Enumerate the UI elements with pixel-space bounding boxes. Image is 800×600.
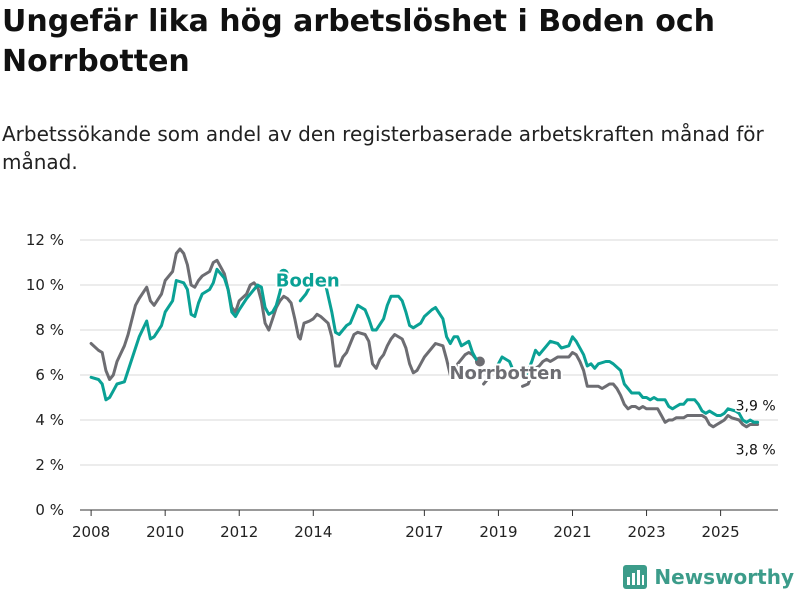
label-layer: Boden Norrbotten 3,9 % 3,8 % (274, 269, 777, 461)
norrbotten-series-line (89, 247, 482, 381)
boden-end-dot (278, 268, 289, 279)
boden-series-line (324, 285, 478, 361)
x-tick-label: 2025 (702, 523, 740, 540)
chart-subtitle: Arbetssökande som andel av den registerb… (2, 122, 764, 174)
y-tick-label: 4 % (35, 411, 64, 429)
axis-layer: 0 % 2 % 4 % 6 % 8 % 10 % 12 % 2008 2010 2012 2014 2… (26, 231, 740, 540)
newsworthy-logo-icon (623, 565, 648, 589)
grid-layer (80, 239, 778, 511)
line-chart: 0 % 2 % 4 % 6 % 8 % 10 % 12 % 2008 2010 2012 2014 2… (26, 231, 778, 540)
brand-name: Newsworthy (654, 565, 794, 589)
y-tick-label: 8 % (35, 321, 64, 339)
y-tick-label: 12 % (26, 231, 64, 249)
norrbotten-series-line (521, 351, 760, 429)
boden-series-line (491, 355, 515, 372)
boden-end-value-label: 3,9 % (736, 398, 776, 414)
x-tick-label: 2012 (220, 523, 258, 540)
norrbotten-end-value-label: 3,8 % (736, 443, 776, 459)
norrbotten-series-label: Norrbotten (449, 363, 562, 384)
y-tick-label: 6 % (35, 366, 64, 384)
y-tick-label: 0 % (35, 501, 64, 519)
x-tick-label: 2014 (294, 523, 332, 540)
x-tick-label: 2021 (553, 523, 591, 540)
boden-series-label: Boden (276, 271, 340, 292)
y-tick-label: 10 % (26, 276, 64, 294)
boden-series-line (524, 335, 760, 424)
norrbotten-series-line (482, 375, 491, 386)
x-tick-label: 2019 (479, 523, 517, 540)
x-tick-label: 2023 (627, 523, 665, 540)
boden-series-line (89, 267, 286, 402)
chart-title: Ungefär lika hög arbetslöshet i Boden oc… (2, 4, 716, 79)
x-tick-label: 2010 (146, 523, 184, 540)
series-layer (89, 247, 760, 429)
x-tick-label: 2017 (405, 523, 443, 540)
x-tick-label: 2008 (72, 523, 110, 540)
boden-series-line (298, 285, 312, 303)
brand-footer[interactable]: Newsworthy (622, 564, 794, 590)
y-tick-label: 2 % (35, 456, 64, 474)
